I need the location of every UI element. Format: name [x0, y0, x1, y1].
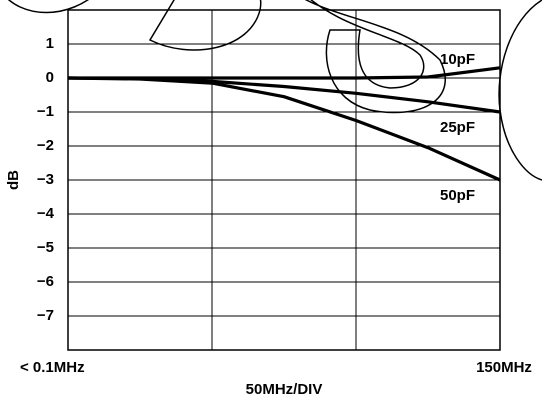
- y-tick-label: −4: [37, 205, 55, 222]
- y-axis-label: dB: [5, 170, 22, 190]
- y-tick-label: −5: [37, 239, 54, 256]
- series-label: 25pF: [440, 119, 475, 136]
- line: [67, 76, 501, 182]
- watermark-shape: [304, 0, 446, 114]
- watermark-shape: [148, 0, 262, 51]
- y-tick-label: −3: [37, 171, 54, 188]
- x-tick-label: 150MHz: [476, 359, 532, 376]
- y-tick-label: −2: [37, 137, 54, 154]
- series-label: 10pF: [440, 51, 475, 68]
- x-axis-label: 50MHz/DIV: [246, 381, 323, 398]
- y-tick-label: 1: [46, 35, 54, 52]
- line: [67, 76, 501, 114]
- y-tick-label: 0: [46, 69, 54, 86]
- y-tick-label: −6: [37, 273, 54, 290]
- line: [68, 66, 501, 80]
- series-label: 50pF: [440, 187, 475, 204]
- y-tick-label: −1: [37, 103, 54, 120]
- watermark-shape: [8, 0, 89, 14]
- watermark: [8, 0, 542, 181]
- x-tick-label: < 0.1MHz: [20, 359, 85, 376]
- y-tick-label: −7: [37, 307, 54, 324]
- watermark-shape: [498, 0, 542, 181]
